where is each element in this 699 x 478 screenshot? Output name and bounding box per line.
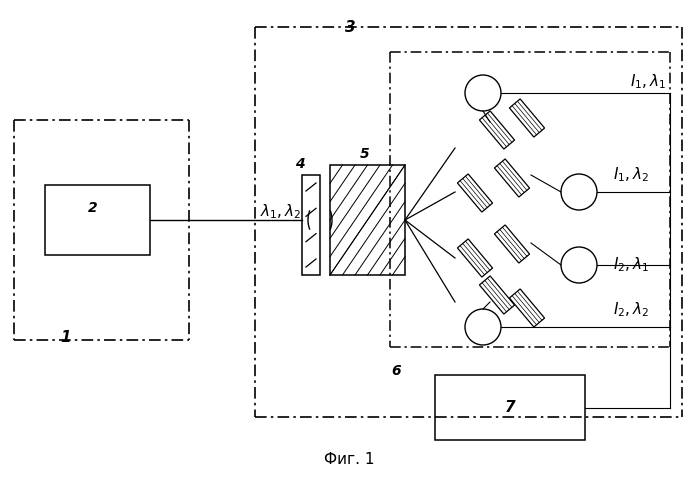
Bar [302, 175, 320, 275]
Text: Фиг. 1: Фиг. 1 [324, 453, 374, 467]
Text: $I_{1},\lambda_{1}$: $I_{1},\lambda_{1}$ [630, 73, 666, 91]
Text: $I_{1},\lambda_{2}$: $I_{1},\lambda_{2}$ [613, 166, 649, 185]
Text: 7: 7 [505, 400, 515, 414]
Polygon shape [480, 276, 514, 314]
Circle shape [465, 75, 501, 111]
Text: 4: 4 [296, 157, 305, 171]
Text: 6: 6 [391, 364, 401, 378]
Polygon shape [510, 99, 545, 137]
Polygon shape [457, 239, 493, 277]
Text: 3: 3 [345, 20, 356, 35]
Text: $I_{2},\lambda_{1}$: $I_{2},\lambda_{1}$ [613, 256, 649, 274]
Polygon shape [510, 289, 545, 327]
Polygon shape [494, 159, 530, 197]
Circle shape [561, 174, 597, 210]
Bar [330, 165, 405, 275]
Polygon shape [457, 174, 493, 212]
Circle shape [561, 247, 597, 283]
Bar [435, 375, 585, 440]
Polygon shape [494, 225, 530, 263]
Polygon shape [480, 111, 514, 149]
Circle shape [465, 309, 501, 345]
Text: $I_{2},\lambda_{2}$: $I_{2},\lambda_{2}$ [613, 301, 649, 319]
Text: 2: 2 [88, 201, 98, 215]
Text: 1: 1 [60, 330, 71, 345]
Text: $\lambda_1, \lambda_2$: $\lambda_1, \lambda_2$ [260, 203, 301, 221]
Bar [45, 185, 150, 255]
Text: 5: 5 [360, 147, 370, 161]
